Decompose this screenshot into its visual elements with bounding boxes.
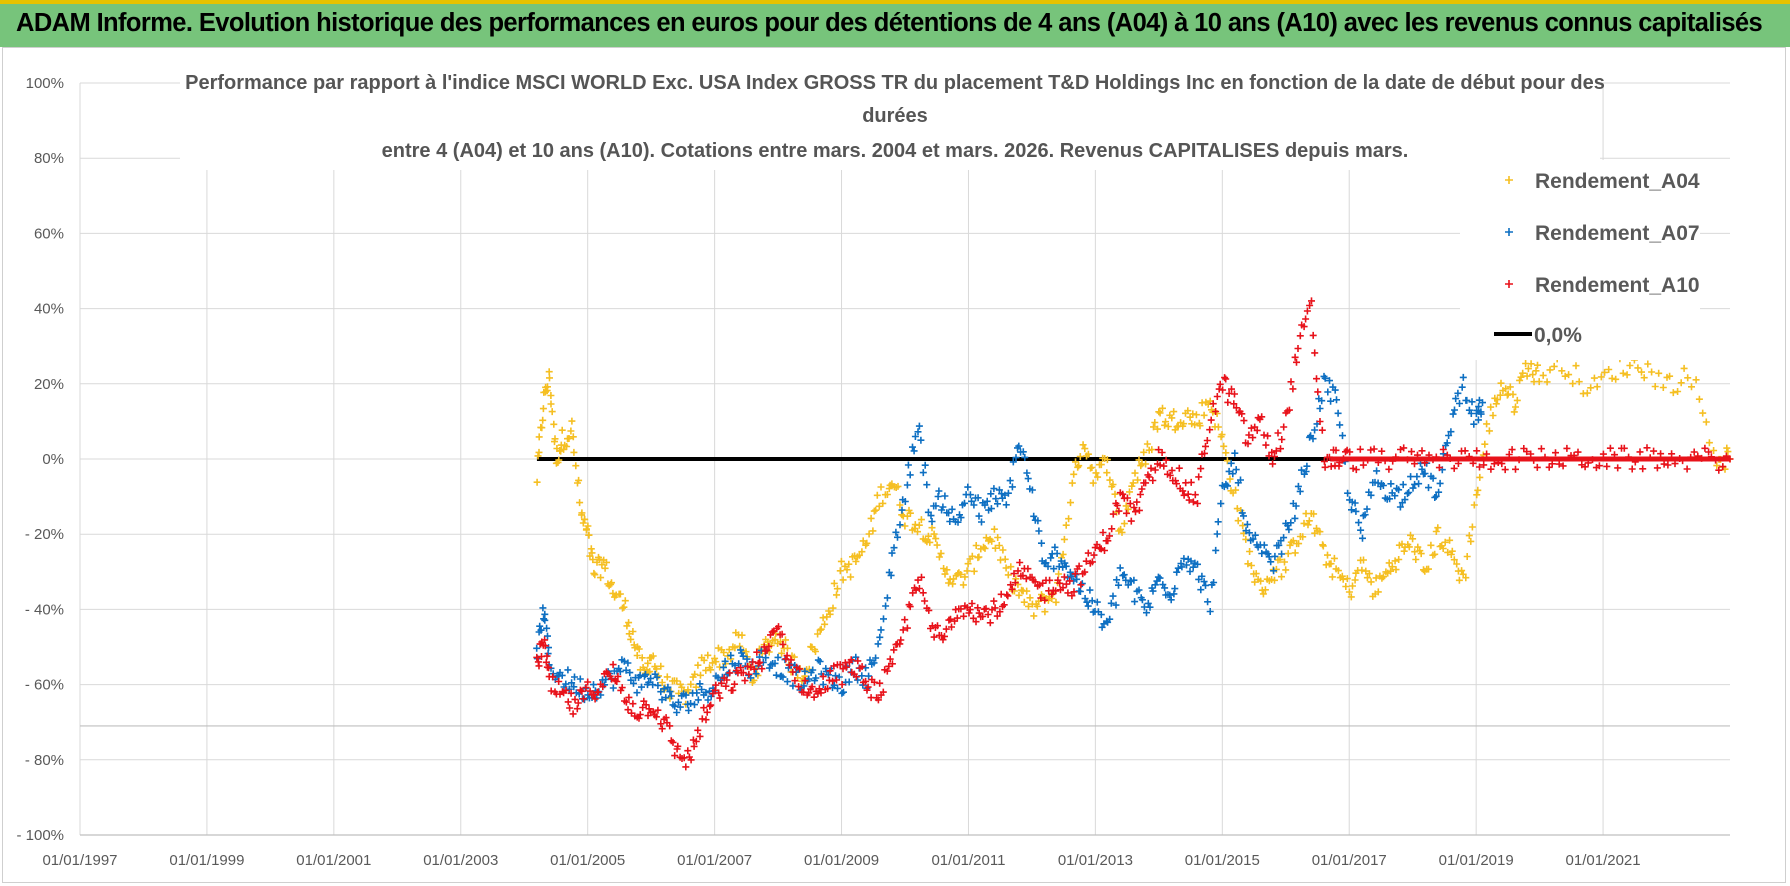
x-tick-label: 01/01/2019 [1439, 852, 1514, 869]
y-tick-label: 80% [34, 150, 64, 167]
data-point-markers [533, 297, 1734, 771]
legend-item-Rendement_A04: Rendement_A04 [1505, 170, 1700, 193]
data-point-markers [533, 372, 1486, 716]
x-tick-label: 01/01/2017 [1312, 852, 1387, 869]
series-Rendement_A04 [533, 355, 1734, 708]
chart-title-line: Performance par rapport à l'indice MSCI … [185, 72, 1605, 94]
legend-item-zero: 0,0% [1494, 324, 1582, 347]
series-Rendement_A07 [533, 372, 1486, 716]
x-tick-label: 01/01/2015 [1185, 852, 1260, 869]
y-tick-label: - 40% [25, 601, 64, 618]
chart-title-line: entre 4 (A04) et 10 ans (A10). Cotations… [382, 140, 1409, 162]
page-title: ADAM Informe. Evolution historique des p… [16, 9, 1763, 37]
legend-label: Rendement_A04 [1535, 170, 1700, 193]
y-tick-label: - 100% [16, 827, 64, 844]
y-tick-label: 100% [26, 75, 64, 92]
x-tick-label: 01/01/2001 [296, 852, 371, 869]
legend-marker [1505, 176, 1513, 184]
y-tick-label: 60% [34, 225, 64, 242]
chart-frame [2, 47, 1786, 883]
series-Rendement_A10 [533, 297, 1734, 771]
x-tick-label: 01/01/2007 [677, 852, 752, 869]
x-tick-label: 01/01/1997 [42, 852, 117, 869]
x-tick-label: 01/01/1999 [169, 852, 244, 869]
legend-label: 0,0% [1534, 324, 1582, 347]
x-tick-label: 01/01/2003 [423, 852, 498, 869]
y-tick-labels: 100% 80% 60% 40% 20% 0% - 20% - 40% - 60% - 80% - … [16, 75, 64, 844]
title-background [180, 64, 1600, 170]
y-tick-label: - 80% [25, 752, 64, 769]
y-tick-label: 0% [42, 451, 64, 468]
chart-title: Performance par rapport à l'indice MSCI … [180, 64, 1605, 170]
x-tick-label: 01/01/2021 [1566, 852, 1641, 869]
legend-background [1460, 160, 1700, 360]
legend-item-Rendement_A07: Rendement_A07 [1505, 222, 1700, 245]
x-tick-labels: 01/01/1997 01/01/1999 01/01/2001 01/01/2003… [42, 852, 1640, 869]
legend-label: Rendement_A07 [1535, 222, 1700, 245]
chart-title-line: durées [862, 105, 928, 127]
data-point-markers [533, 355, 1734, 708]
y-tick-label: - 60% [25, 677, 64, 694]
legend-item-Rendement_A10: Rendement_A10 [1505, 274, 1700, 297]
y-tick-label: - 20% [25, 526, 64, 543]
legend-label: Rendement_A10 [1535, 274, 1700, 297]
legend-marker [1505, 228, 1513, 236]
x-tick-label: 01/01/2005 [550, 852, 625, 869]
legend: Rendement_A04 Rendement_A07 Rendement_A10 0… [1460, 160, 1700, 360]
title-banner: ADAM Informe. Evolution historique des p… [0, 0, 1790, 47]
x-tick-label: 01/01/2009 [804, 852, 879, 869]
y-tick-label: 40% [34, 301, 64, 318]
legend-marker [1505, 280, 1513, 288]
y-tick-label: 20% [34, 376, 64, 393]
plot-area-series [533, 297, 1734, 771]
x-tick-label: 01/01/2013 [1058, 852, 1133, 869]
x-tick-label: 01/01/2011 [931, 852, 1005, 869]
